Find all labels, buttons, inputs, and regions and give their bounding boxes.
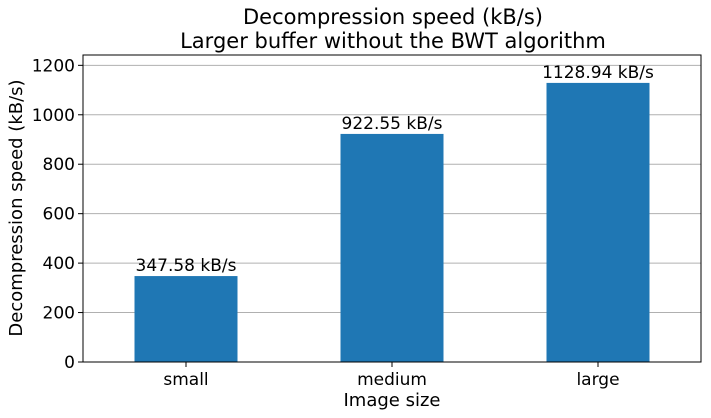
y-tick-label: 1200 <box>32 56 75 76</box>
y-axis-label: Decompression speed (kB/s) <box>6 79 27 336</box>
bar-small <box>134 276 238 362</box>
y-tick-label: 200 <box>43 304 75 324</box>
x-tick-label: small <box>163 370 208 390</box>
y-tick-label: 400 <box>43 254 75 274</box>
data-labels: 347.58 kB/s 922.55 kB/s 1128.94 kB/s <box>136 63 655 276</box>
bar-large <box>546 82 650 362</box>
y-tick-label: 800 <box>43 155 75 175</box>
chart-subtitle: Larger buffer without the BWT algorithm <box>180 29 606 53</box>
y-tick-label: 0 <box>64 353 75 373</box>
y-tick-label: 1000 <box>32 106 75 126</box>
x-tick-label: medium <box>357 370 427 390</box>
y-tick-label: 600 <box>43 205 75 225</box>
x-axis-label: Image size <box>344 390 441 411</box>
x-axis-ticks: small medium large <box>163 362 620 390</box>
bars <box>134 82 650 362</box>
data-label: 347.58 kB/s <box>136 256 237 276</box>
y-axis-ticks: 0 200 400 600 800 1000 1200 <box>32 56 83 373</box>
data-label: 922.55 kB/s <box>342 114 443 134</box>
x-tick-label: large <box>576 370 619 390</box>
data-label: 1128.94 kB/s <box>542 63 654 83</box>
bar-medium <box>340 133 444 362</box>
chart-title: Decompression speed (kB/s) <box>243 5 543 29</box>
